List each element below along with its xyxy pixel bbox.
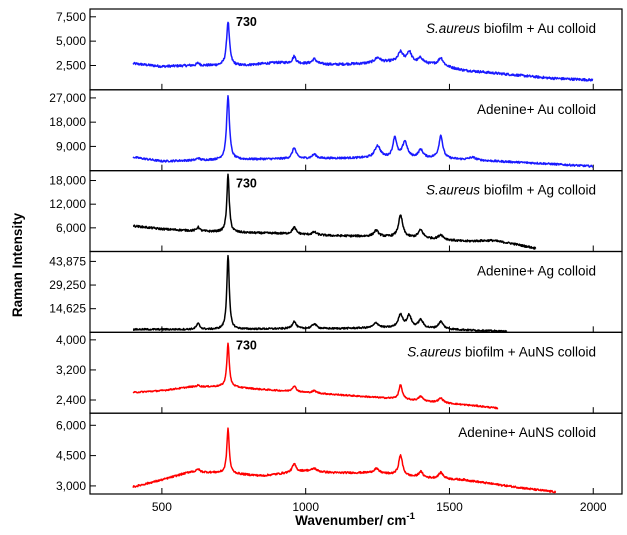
- panel-label-species: S.aureus: [407, 344, 461, 359]
- y-tick-label: 29,250: [49, 278, 86, 292]
- peak-label: 730: [236, 338, 257, 352]
- peak-label: 730: [236, 15, 257, 29]
- y-tick-label: 14,625: [49, 302, 86, 316]
- panel-label: Adenine+ AuNS colloid: [458, 425, 596, 440]
- y-tick-label: 3,000: [56, 479, 86, 493]
- spectrum-line: [132, 94, 594, 168]
- y-tick-label: 6,000: [56, 221, 86, 235]
- y-tick-label: 6,000: [56, 418, 86, 432]
- y-tick-label: 3,200: [56, 363, 86, 377]
- spectrum-panel: 3,000 4,500 6,000 Adenine+ AuNS colloid: [56, 412, 623, 495]
- y-axis-title: Raman Intensity: [10, 212, 25, 317]
- y-tick-label: 7,500: [56, 10, 86, 24]
- x-tick-label: 500: [152, 500, 172, 514]
- y-tick-label: 4,500: [56, 449, 86, 463]
- y-tick-label: 27,000: [49, 91, 86, 105]
- panel-label-text: biofilm + Au colloid: [480, 21, 596, 36]
- y-tick-label: 18,000: [49, 174, 86, 188]
- x-axis-title: Wavenumber/ cm-1: [295, 511, 415, 528]
- spectrum-panel: 2,500 5,000 7,500 S.aureus biofilm + Au col…: [56, 8, 623, 91]
- panel-label-species: S.aureus: [426, 21, 480, 36]
- panel-label-text: biofilm + AuNS colloid: [461, 344, 596, 359]
- y-tick-label: 18,000: [49, 115, 86, 129]
- spectrum-panel: 6,000 12,000 18,000 S.aureus biofilm + Ag c…: [49, 170, 623, 253]
- spectrum-panel: 9,000 18,000 27,000 Adenine+ Au colloid: [49, 89, 623, 172]
- x-tick-label: 1000: [292, 500, 319, 514]
- panel-label-text: Adenine+ Au colloid: [477, 102, 596, 117]
- panel-label-text: Adenine+ AuNS colloid: [458, 425, 596, 440]
- panel-label-text: Adenine+ Ag colloid: [477, 264, 596, 279]
- y-tick-label: 12,000: [49, 197, 86, 211]
- x-tick-label: 2000: [580, 500, 607, 514]
- x-tick-label: 1500: [436, 500, 463, 514]
- y-tick-label: 2,400: [56, 393, 86, 407]
- panel-label: Adenine+ Ag colloid: [477, 264, 596, 279]
- spectrum-line: [132, 173, 537, 250]
- peak-label: 730: [236, 177, 257, 191]
- spectrum-panel: 2,400 3,200 4,000 S.aureus biofilm + AuNS c…: [56, 331, 623, 414]
- panel-frame: [89, 412, 623, 495]
- y-tick-label: 43,875: [49, 254, 86, 268]
- spectrum-line: [132, 21, 594, 82]
- panel-label-text: biofilm + Ag colloid: [480, 183, 596, 198]
- y-tick-label: 5,000: [56, 34, 86, 48]
- spectrum-line: [132, 254, 508, 333]
- y-tick-label: 9,000: [56, 139, 86, 153]
- panel-label: S.aureus biofilm + AuNS colloid: [407, 344, 596, 359]
- y-tick-label: 2,500: [56, 58, 86, 72]
- spectrum-line: [132, 342, 499, 410]
- y-tick-label: 4,000: [56, 333, 86, 347]
- panel-label: Adenine+ Au colloid: [477, 102, 596, 117]
- panels-group: 2,500 5,000 7,500 S.aureus biofilm + Au col…: [49, 8, 623, 495]
- spectrum-line: [132, 427, 557, 494]
- panel-label: S.aureus biofilm + Au colloid: [426, 21, 596, 36]
- panel-label: S.aureus biofilm + Ag colloid: [426, 183, 596, 198]
- spectrum-panel: 14,625 29,250 43,875 Adenine+ Ag colloid: [49, 250, 623, 333]
- x-axis: 500 1000 1500 2000: [152, 500, 607, 514]
- panel-label-species: S.aureus: [426, 183, 480, 198]
